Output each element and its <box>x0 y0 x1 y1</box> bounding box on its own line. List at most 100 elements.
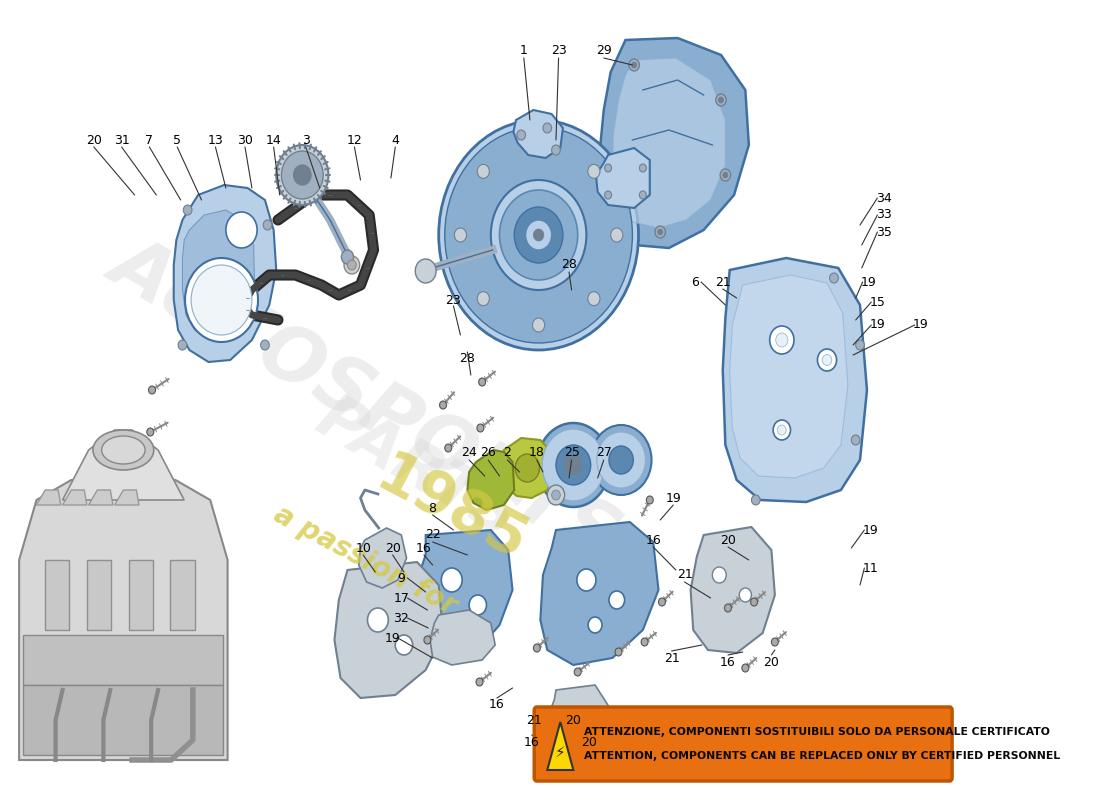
Text: 9: 9 <box>397 571 405 585</box>
Circle shape <box>184 205 192 215</box>
Polygon shape <box>359 528 407 588</box>
Circle shape <box>476 678 483 686</box>
Circle shape <box>659 598 666 606</box>
Circle shape <box>185 258 258 342</box>
Circle shape <box>341 250 353 264</box>
Text: 16: 16 <box>490 698 505 711</box>
Text: 14: 14 <box>266 134 282 146</box>
Polygon shape <box>36 490 60 505</box>
Circle shape <box>261 340 270 350</box>
Text: 29: 29 <box>596 43 612 57</box>
Text: 19: 19 <box>861 275 877 289</box>
Text: 31: 31 <box>113 134 130 146</box>
Circle shape <box>641 638 648 646</box>
Circle shape <box>424 636 431 644</box>
Text: AUTOSPORTS: AUTOSPORTS <box>98 225 631 575</box>
Circle shape <box>191 265 252 335</box>
Bar <box>87 560 111 630</box>
Text: 21: 21 <box>527 714 542 726</box>
Circle shape <box>591 425 651 495</box>
Polygon shape <box>691 527 774 653</box>
Text: 19: 19 <box>869 318 886 331</box>
Text: 23: 23 <box>446 294 461 306</box>
Text: 16: 16 <box>646 534 661 546</box>
Circle shape <box>515 207 563 263</box>
Circle shape <box>477 424 484 432</box>
Circle shape <box>294 165 311 185</box>
Circle shape <box>395 635 412 655</box>
Circle shape <box>574 668 581 676</box>
Circle shape <box>477 292 490 306</box>
Circle shape <box>439 120 638 350</box>
Circle shape <box>556 445 591 485</box>
Circle shape <box>629 59 639 71</box>
Circle shape <box>146 428 154 436</box>
Text: 5: 5 <box>173 134 182 146</box>
Circle shape <box>564 455 582 475</box>
Text: 10: 10 <box>355 542 371 554</box>
Circle shape <box>515 454 539 482</box>
Circle shape <box>276 145 329 205</box>
Circle shape <box>548 485 564 505</box>
Text: 25: 25 <box>563 446 580 459</box>
Text: 28: 28 <box>460 351 475 365</box>
Text: 22: 22 <box>425 529 440 542</box>
Bar <box>45 560 69 630</box>
Circle shape <box>588 617 602 633</box>
Circle shape <box>542 429 605 501</box>
Text: 30: 30 <box>236 134 253 146</box>
Polygon shape <box>596 148 650 208</box>
Circle shape <box>444 127 632 343</box>
Text: 20: 20 <box>720 534 736 546</box>
Text: 33: 33 <box>877 209 892 222</box>
FancyBboxPatch shape <box>535 707 953 781</box>
Polygon shape <box>114 490 139 505</box>
Ellipse shape <box>94 430 154 470</box>
Circle shape <box>526 220 551 250</box>
Text: PARTS: PARTS <box>306 389 528 551</box>
Polygon shape <box>502 438 554 498</box>
Text: 21: 21 <box>663 651 680 665</box>
Text: 21: 21 <box>676 569 692 582</box>
Circle shape <box>631 62 637 68</box>
Text: 16: 16 <box>524 735 539 749</box>
Circle shape <box>537 423 609 507</box>
Circle shape <box>654 226 666 238</box>
Circle shape <box>606 748 614 756</box>
Text: 19: 19 <box>862 523 878 537</box>
Text: 7: 7 <box>145 134 153 146</box>
Text: 16: 16 <box>720 655 736 669</box>
Circle shape <box>415 259 436 283</box>
Circle shape <box>605 164 612 172</box>
Text: 21: 21 <box>715 275 730 289</box>
Polygon shape <box>548 722 573 770</box>
Circle shape <box>741 664 749 672</box>
Text: 1: 1 <box>520 43 528 57</box>
Circle shape <box>639 164 647 172</box>
Circle shape <box>597 432 646 488</box>
Circle shape <box>543 123 551 133</box>
Circle shape <box>348 260 356 270</box>
Text: 20: 20 <box>581 735 597 749</box>
Text: ATTENZIONE, COMPONENTI SOSTITUIBILI SOLO DA PERSONALE CERTIFICATO: ATTENZIONE, COMPONENTI SOSTITUIBILI SOLO… <box>584 727 1049 737</box>
Text: 3: 3 <box>301 134 310 146</box>
Text: 20: 20 <box>763 655 779 669</box>
Polygon shape <box>19 480 228 760</box>
Text: a passion for: a passion for <box>268 500 461 620</box>
Circle shape <box>444 444 452 452</box>
Text: 19: 19 <box>913 318 928 331</box>
Circle shape <box>478 378 485 386</box>
Text: 20: 20 <box>565 714 581 726</box>
Circle shape <box>576 569 596 591</box>
Circle shape <box>367 608 388 632</box>
Text: 6: 6 <box>691 275 698 289</box>
Polygon shape <box>430 610 495 665</box>
Circle shape <box>344 256 360 274</box>
Text: 12: 12 <box>346 134 362 146</box>
Circle shape <box>609 446 634 474</box>
Text: ⚡: ⚡ <box>554 745 565 759</box>
Circle shape <box>454 228 466 242</box>
Circle shape <box>534 644 540 652</box>
Text: 35: 35 <box>877 226 892 238</box>
Circle shape <box>723 172 728 178</box>
